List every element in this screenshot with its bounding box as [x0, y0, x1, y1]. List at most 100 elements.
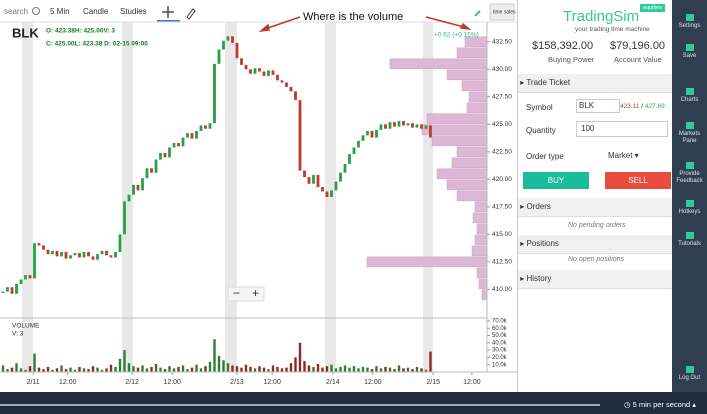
session-gaps — [22, 22, 433, 372]
crosshair-tool[interactable] — [162, 6, 174, 18]
volume-bar — [312, 366, 315, 372]
volume-bar — [132, 366, 135, 372]
candle — [132, 184, 135, 195]
candle — [177, 143, 180, 147]
icon — [685, 366, 694, 373]
volume-bar — [37, 367, 41, 372]
volume-bar — [249, 366, 252, 372]
candle — [64, 251, 68, 259]
volume-bar — [303, 361, 306, 372]
volume-bar — [6, 369, 9, 372]
y-tick-label: 427.50 — [492, 94, 512, 101]
icon — [685, 200, 694, 207]
section[interactable]: ▸ History — [518, 270, 673, 289]
style[interactable]: Candle — [83, 7, 109, 16]
volume-bar — [271, 365, 275, 372]
candle — [60, 251, 63, 257]
volume-profile-bar — [476, 267, 488, 279]
candle — [316, 174, 320, 188]
volume-bar — [339, 366, 342, 372]
candle — [123, 201, 126, 235]
sidebar-item[interactable]: Settings — [672, 14, 707, 30]
volume-bar — [289, 363, 293, 372]
volume-profile-bar — [436, 168, 488, 180]
volume-title: VOLUME — [12, 323, 40, 330]
candle — [357, 140, 360, 148]
volume-bar — [181, 365, 185, 372]
trade-panel: TradingSim your trading time machine equ… — [517, 0, 673, 392]
volume-bar — [159, 367, 162, 372]
volume-tick-label: 50.0k — [492, 333, 508, 339]
symbol-input[interactable]: BLK — [576, 99, 620, 113]
order-type[interactable]: Market ▾ — [608, 151, 639, 160]
sidebar-item[interactable]: Provide Feedback — [672, 162, 707, 185]
volume-bar — [298, 342, 302, 372]
section[interactable]: ▸ Positions — [518, 235, 673, 254]
volume-bar — [123, 350, 126, 372]
volume-bar — [91, 366, 95, 372]
volume-bar — [361, 366, 365, 372]
volume-bar — [393, 369, 396, 372]
sidebar-item[interactable]: Markets Pane — [672, 122, 707, 145]
candle — [402, 121, 405, 126]
candle — [118, 234, 122, 252]
time-sales-btn[interactable] — [489, 3, 515, 21]
studies[interactable]: Studies — [120, 7, 147, 16]
volume-tick-label: 60.0k — [492, 326, 508, 332]
sidebar-item[interactable]: Log Out — [672, 366, 707, 382]
interval[interactable]: 5 Min — [50, 7, 70, 16]
zoom-in[interactable]: + — [252, 286, 259, 300]
candle — [222, 40, 225, 50]
candle — [429, 125, 432, 138]
candle — [244, 64, 248, 70]
candle — [262, 71, 266, 76]
sidebar-item[interactable]: Save — [672, 44, 707, 60]
volume-profile-bar — [426, 113, 488, 125]
footer: ◷ 5 min per second ▴ — [0, 392, 707, 414]
section[interactable]: ▸ Orders — [518, 198, 673, 217]
volume-profile-bar — [472, 212, 488, 224]
candle — [276, 74, 279, 81]
candle — [294, 91, 297, 101]
volume-profile-bar — [456, 146, 488, 158]
volume-profile-bar — [366, 256, 488, 268]
quantity-input[interactable]: 100 — [576, 121, 668, 137]
label: Quantity — [526, 126, 556, 135]
icon — [685, 14, 694, 21]
time-sales[interactable]: time sales — [493, 9, 516, 15]
x-tick-label: 12:00 — [59, 379, 77, 386]
candle — [424, 125, 428, 129]
candle — [303, 170, 306, 178]
sidebar-item[interactable]: Charts — [672, 88, 707, 104]
search[interactable]: search — [4, 7, 28, 16]
speed[interactable]: ◷ 5 min per second ▴ — [624, 400, 697, 409]
section[interactable]: ▸ Trade Ticket — [518, 74, 673, 93]
volume-bar — [325, 366, 329, 372]
volume-bar — [424, 369, 428, 372]
link-icon — [474, 10, 481, 17]
volume-bar — [343, 365, 347, 372]
candle — [253, 68, 257, 74]
sidebar-item[interactable]: Tutorials — [672, 232, 707, 248]
sidebar-label: Markets Pane — [678, 131, 701, 144]
change: +0.62 (+0.15%) — [434, 32, 479, 39]
ask: 427.69 — [644, 103, 665, 110]
volume-bar — [258, 366, 261, 372]
volume-profile-bar — [446, 179, 488, 191]
buy-button[interactable]: BUY — [523, 172, 589, 189]
candle — [289, 86, 293, 92]
candle — [6, 287, 9, 292]
volume-bar — [28, 366, 32, 372]
candle — [10, 287, 14, 294]
x-tick-label: 2/11 — [27, 379, 40, 386]
sidebar-item[interactable]: Hotkeys — [672, 200, 707, 216]
sell-button[interactable]: SELL — [605, 172, 671, 189]
draw-tool[interactable] — [186, 8, 196, 20]
candle — [375, 129, 378, 138]
volume-tick-label: 10.0k — [492, 362, 508, 368]
volume-bar — [222, 360, 225, 372]
candle — [217, 49, 221, 64]
zoom-out[interactable]: − — [233, 286, 240, 300]
volume-profile-bar — [389, 58, 488, 70]
candle — [235, 42, 239, 59]
